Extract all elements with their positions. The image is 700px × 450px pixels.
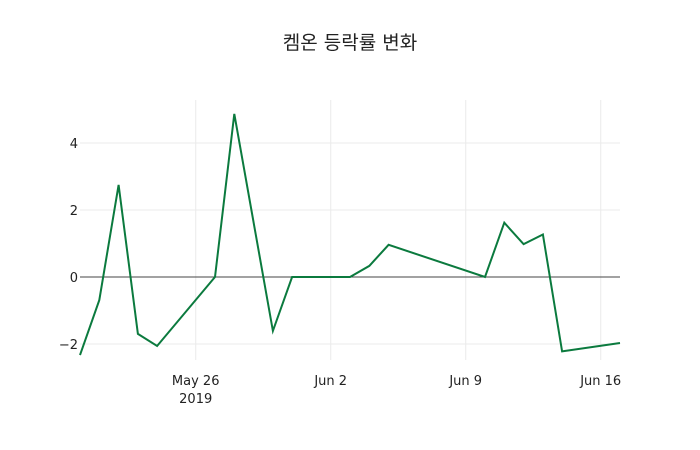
y-tick-label: 0 [70, 271, 78, 286]
x-tick-label: May 26 [172, 374, 220, 389]
grid-lines [80, 100, 620, 360]
x-tick-label: Jun 9 [448, 374, 482, 389]
y-tick-label: 4 [70, 137, 78, 152]
y-axis-ticks: −2 0 2 4 [59, 137, 78, 353]
x-tick-label: Jun 2 [313, 374, 347, 389]
x-axis-ticks: May 26 2019 Jun 2 Jun 9 Jun 16 [172, 374, 621, 407]
x-tick-label: Jun 16 [579, 374, 621, 389]
y-tick-label: 2 [70, 204, 78, 219]
series-line [79, 113, 621, 356]
chart-title: 켐온 등락률 변화 [282, 32, 418, 54]
x-tick-label: 2019 [179, 392, 212, 407]
y-tick-label: −2 [59, 338, 78, 353]
